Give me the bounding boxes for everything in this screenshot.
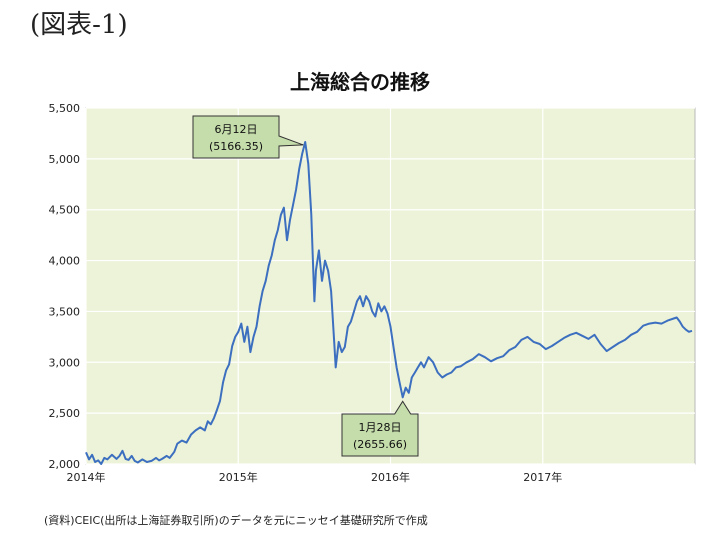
callout-date: 6月12日 bbox=[215, 123, 258, 136]
y-tick-label: 2,000 bbox=[49, 458, 81, 471]
y-axis-tick-labels: 2,000 2,500 3,000 3,500 4,000 4,500 5,000 5,500 bbox=[49, 102, 81, 471]
y-tick-label: 4,500 bbox=[49, 204, 81, 217]
x-tick-label: 2014年 bbox=[67, 470, 106, 484]
x-tick-label: 2015年 bbox=[219, 470, 258, 484]
y-tick-label: 3,500 bbox=[49, 305, 81, 318]
callout-value: (5166.35) bbox=[209, 140, 263, 153]
x-axis-tick-labels: 2014年 2015年 2016年 2017年 bbox=[67, 470, 563, 484]
source-note: (資料)CEIC(出所は上海証券取引所)のデータを元にニッセイ基礎研究所で作成 bbox=[44, 512, 428, 528]
y-tick-label: 3,000 bbox=[49, 356, 81, 369]
y-tick-label: 4,000 bbox=[49, 255, 81, 268]
x-tick-label: 2016年 bbox=[371, 470, 410, 484]
y-tick-label: 5,500 bbox=[49, 102, 81, 115]
callout-value: (2655.66) bbox=[353, 438, 407, 451]
y-tick-label: 5,000 bbox=[49, 153, 81, 166]
callout-date: 1月28日 bbox=[359, 421, 402, 434]
y-tick-label: 2,500 bbox=[49, 407, 81, 420]
x-tick-label: 2017年 bbox=[523, 470, 562, 484]
